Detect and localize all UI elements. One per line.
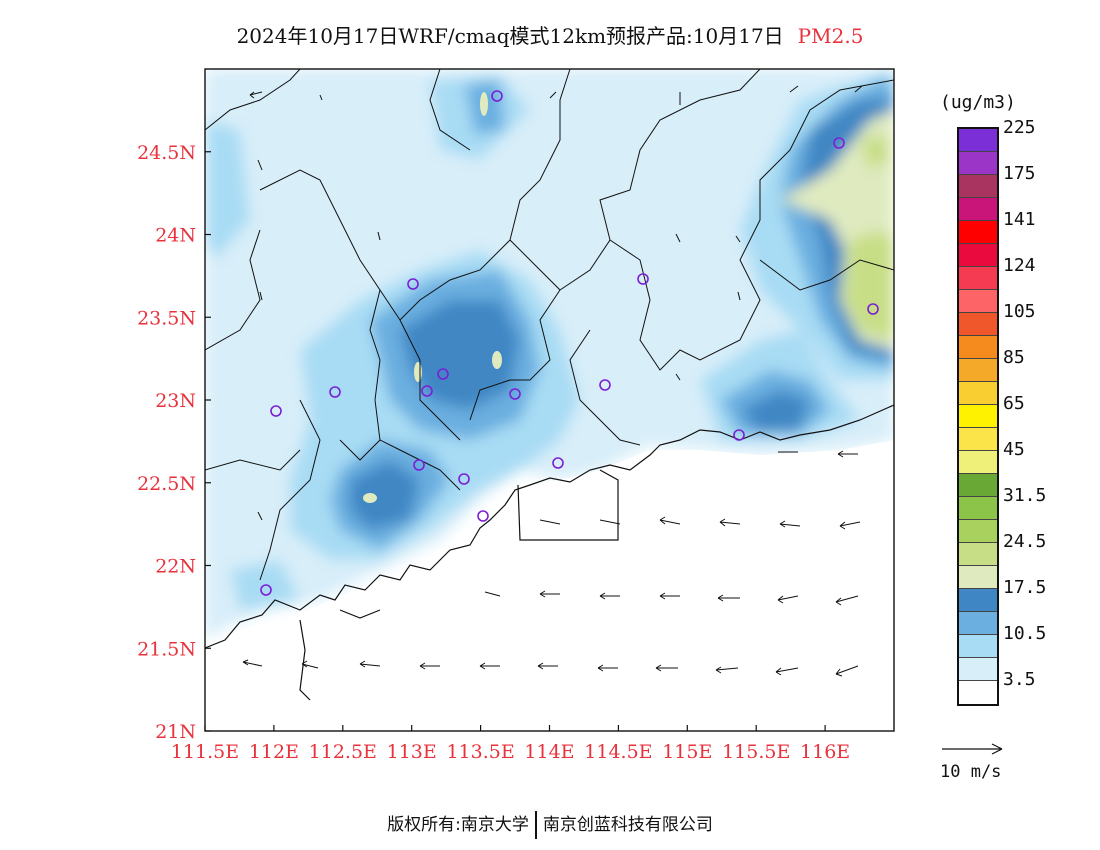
legend-swatch [959, 336, 997, 359]
legend-label: 45 [1003, 439, 1025, 460]
legend-label: 24.5 [1003, 531, 1047, 552]
legend-swatch [959, 428, 997, 451]
wind-vectors [242, 85, 863, 677]
legend-swatch [959, 635, 997, 658]
lon-tick-label: 113.5E [446, 741, 514, 763]
lon-tick-label: 115.5E [722, 741, 790, 763]
footer-divider [534, 811, 537, 839]
legend-label: 31.5 [1003, 485, 1047, 506]
legend-swatch [959, 382, 997, 405]
legend-swatch [959, 221, 997, 244]
legend-label: 141 [1003, 209, 1036, 230]
lat-tick-label: 24.5N [137, 142, 196, 164]
lon-tick-label: 112E [249, 741, 299, 763]
legend-swatch [959, 313, 997, 336]
legend-label: 105 [1003, 301, 1036, 322]
legend-swatch [959, 198, 997, 221]
legend-label: 85 [1003, 347, 1025, 368]
color-legend [957, 127, 999, 706]
legend-swatch [959, 290, 997, 313]
legend-swatch [959, 129, 997, 152]
lat-tick-label: 23N [155, 390, 196, 412]
lon-tick-label: 112.5E [309, 741, 377, 763]
lat-tick-label: 22.5N [137, 473, 196, 495]
legend-swatch [959, 359, 997, 382]
legend-swatch [959, 543, 997, 566]
pollutant-label: PM2.5 [797, 24, 864, 48]
lon-tick-label: 114.5E [584, 741, 652, 763]
legend-swatch [959, 520, 997, 543]
legend-label: 3.5 [1003, 669, 1036, 690]
lon-tick-label: 115E [662, 741, 712, 763]
copyright-right: 南京创蓝科技有限公司 [542, 815, 713, 835]
legend-swatch [959, 474, 997, 497]
legend-swatch [959, 497, 997, 520]
legend-swatch [959, 612, 997, 635]
legend-label: 124 [1003, 255, 1036, 276]
admin-boundaries [205, 69, 894, 581]
lon-tick-label: 113E [387, 741, 437, 763]
legend-label: 225 [1003, 117, 1036, 138]
legend-label: 10.5 [1003, 623, 1047, 644]
legend-swatch [959, 566, 997, 589]
lon-tick-label: 111.5E [171, 741, 239, 763]
wind-scale-arrow [942, 743, 1003, 755]
legend-swatch [959, 405, 997, 428]
legend-swatch [959, 681, 997, 704]
concentration-field [205, 69, 894, 731]
legend-label: 17.5 [1003, 577, 1047, 598]
legend-swatch [959, 175, 997, 198]
legend-unit: (ug/m3) [940, 92, 1016, 113]
lat-tick-label: 21N [155, 721, 196, 743]
lon-tick-label: 114E [524, 741, 574, 763]
map-title: 2024年10月17日WRF/cmaq模式12km预报产品:10月17日 PM2.… [0, 20, 1100, 49]
legend-swatch [959, 451, 997, 474]
copyright-left: 版权所有:南京大学 [387, 815, 529, 835]
legend-label: 65 [1003, 393, 1025, 414]
lon-tick-label: 116E [800, 741, 850, 763]
legend-label: 175 [1003, 163, 1036, 184]
legend-swatch [959, 589, 997, 612]
legend-swatch [959, 267, 997, 290]
legend-swatch [959, 658, 997, 681]
wind-scale-label: 10 m/s [940, 762, 1002, 782]
lat-tick-label: 22N [155, 556, 196, 578]
lat-tick-label: 23.5N [137, 307, 196, 329]
lat-tick-label: 24N [155, 225, 196, 247]
station-markers [260, 90, 879, 596]
axis-tick-labels: 111.5E 112E 112.5E 113E 113.5E 114E 114.5E 115E… [137, 142, 850, 763]
axis-ticks [204, 151, 826, 732]
legend-swatch [959, 244, 997, 267]
title-text: 2024年10月17日WRF/cmaq模式12km预报产品:10月17日 [236, 24, 784, 48]
footer: 版权所有:南京大学 南京创蓝科技有限公司 [0, 810, 1100, 839]
lat-tick-label: 21.5N [137, 638, 196, 660]
legend-swatch [959, 152, 997, 175]
